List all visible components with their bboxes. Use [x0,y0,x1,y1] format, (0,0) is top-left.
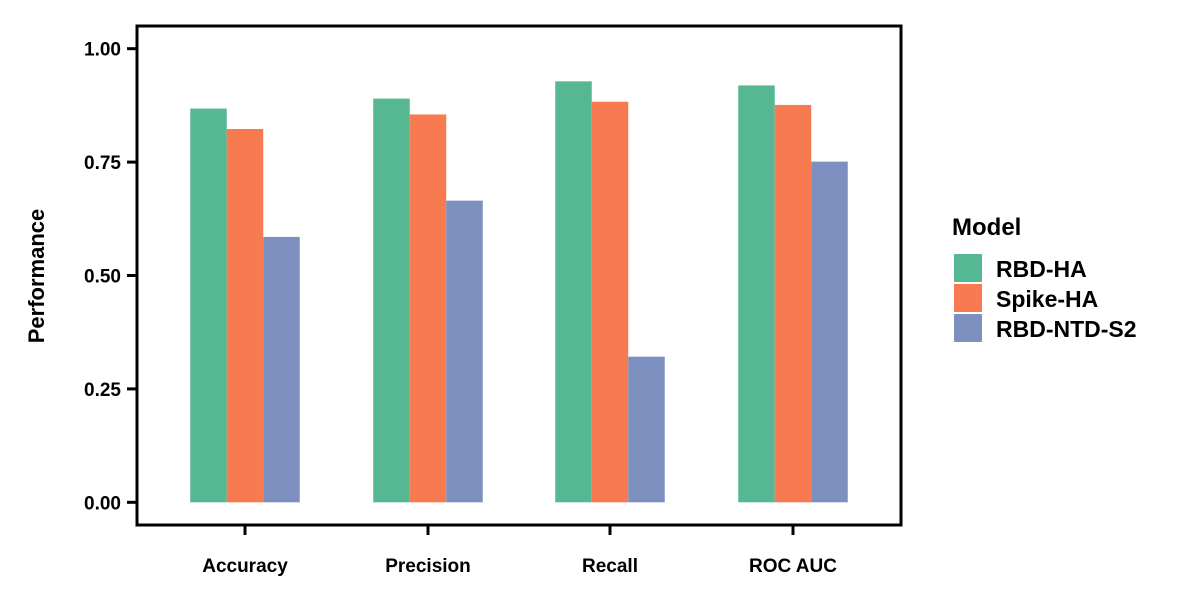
bar-spike-ha-precision [409,114,447,503]
legend-label-rbd-ntd-s2: RBD-NTD-S2 [996,316,1137,342]
x-tick-label: ROC AUC [749,556,837,577]
y-tick-label: 0.50 [84,267,121,288]
x-axis: Accuracy Precision Recall ROC AUC [202,525,837,577]
legend-label-rbd-ha: RBD-HA [996,256,1087,282]
bar-spike-ha-roc-auc [774,104,812,503]
bar-spike-ha-recall [591,101,629,503]
legend: Model RBD-HA Spike-HA RBD-NTD-S2 [952,214,1137,342]
bar-spike-ha-accuracy [226,128,264,503]
x-tick-label: Recall [582,556,638,577]
bar-rbd-ha-precision [373,98,410,503]
legend-swatch-rbd-ha [954,254,982,282]
bars-layer [190,81,848,503]
y-tick-label: 0.00 [84,493,121,514]
legend-label-spike-ha: Spike-HA [996,286,1098,312]
bar-rbd-ntd-s2-recall [628,356,665,503]
x-tick-label: Accuracy [202,556,288,577]
bar-rbd-ha-recall [555,81,592,503]
y-tick-label: 1.00 [84,40,121,61]
bar-rbd-ntd-s2-precision [446,200,483,503]
legend-title: Model [952,214,1021,241]
bar-rbd-ntd-s2-accuracy [263,236,300,503]
bar-rbd-ha-accuracy [190,108,227,503]
y-tick-label: 0.75 [84,153,121,174]
bar-rbd-ntd-s2-roc-auc [811,161,848,503]
x-tick-label: Precision [385,556,471,577]
legend-swatch-spike-ha [954,284,982,312]
y-tick-label: 0.25 [84,380,121,401]
y-axis-title: Performance [24,209,49,344]
bar-rbd-ha-roc-auc [738,85,775,503]
legend-swatch-rbd-ntd-s2 [954,314,982,342]
y-axis: 0.00 0.25 0.50 0.75 1.00 [84,40,137,514]
